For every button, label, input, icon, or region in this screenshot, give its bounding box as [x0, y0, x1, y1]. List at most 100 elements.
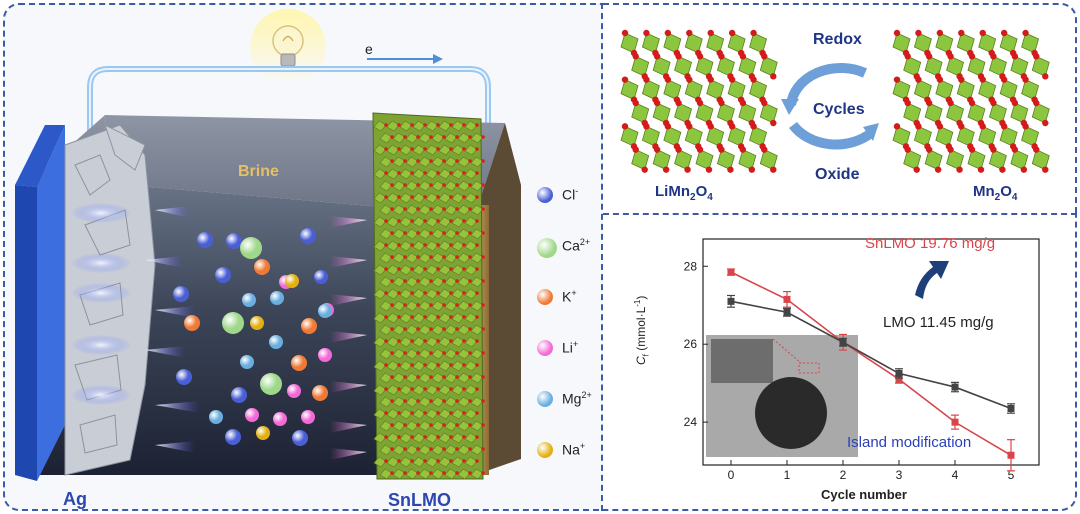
ion-k — [291, 355, 307, 371]
oxygen-atom — [455, 303, 459, 307]
ion-na — [285, 274, 299, 288]
octahedron — [749, 32, 768, 54]
lattice-octahedron — [431, 420, 445, 432]
oxygen-atom — [1020, 166, 1028, 173]
oxygen-atom — [990, 53, 997, 60]
oxygen-atom — [384, 459, 388, 463]
oxygen-atom — [934, 166, 942, 173]
octahedron — [956, 32, 975, 54]
lattice-octahedron — [457, 300, 471, 312]
lattice-octahedron — [451, 216, 465, 228]
oxygen-atom — [947, 53, 954, 60]
lattice-octahedron — [373, 432, 387, 444]
lattice-octahedron — [386, 432, 400, 444]
oxygen-atom — [403, 159, 407, 163]
oxygen-atom — [947, 99, 954, 107]
octahedron — [641, 32, 660, 54]
legend-label-k: K+ — [562, 288, 577, 305]
lattice-octahedron — [470, 252, 484, 264]
lattice-octahedron — [444, 444, 458, 456]
oxygen-atom — [468, 327, 472, 331]
oxygen-atom — [442, 471, 446, 475]
octahedron — [759, 102, 778, 124]
oxygen-atom — [1011, 146, 1019, 153]
oxygen-atom — [449, 195, 453, 199]
oxygen-atom — [403, 255, 407, 259]
octahedron — [1021, 125, 1040, 147]
oxygen-atom — [429, 159, 433, 163]
lattice-octahedron — [457, 348, 471, 360]
oxygen-atom — [728, 123, 736, 130]
oxygen-atom — [475, 171, 479, 175]
lattice-octahedron — [379, 324, 393, 336]
oxygen-atom — [455, 207, 459, 211]
lattice-octahedron — [392, 156, 406, 168]
ion-k — [312, 385, 328, 401]
data-point — [951, 418, 959, 426]
oxygen-atom — [475, 195, 479, 199]
oxygen-atom — [410, 195, 414, 199]
oxygen-atom — [449, 219, 453, 223]
lattice-octahedron — [431, 276, 445, 288]
lattice-octahedron — [386, 192, 400, 204]
oxygen-atom — [1033, 99, 1040, 107]
oxygen-atom — [621, 123, 629, 130]
ion-k — [254, 259, 270, 275]
ion-mg — [318, 304, 332, 318]
ion-mg — [270, 291, 284, 305]
lattice-octahedron — [386, 336, 400, 348]
oxygen-atom — [686, 123, 693, 130]
lattice-octahedron — [425, 216, 439, 228]
octahedron — [988, 149, 1007, 171]
lattice-octahedron — [444, 348, 458, 360]
oxygen-atom — [455, 375, 459, 379]
oxygen-atom — [481, 231, 485, 235]
lattice-octahedron — [399, 456, 413, 468]
lattice-octahedron — [373, 408, 387, 420]
octahedron — [935, 32, 954, 54]
brine-ions — [173, 228, 334, 446]
octahedron — [620, 79, 639, 101]
oxygen-atom — [475, 363, 479, 367]
lattice-octahedron — [392, 444, 406, 456]
oxygen-atom — [429, 471, 433, 475]
oxygen-atom — [390, 207, 394, 211]
oxygen-atom — [397, 291, 401, 295]
oxygen-atom — [662, 166, 670, 173]
lattice-octahedron — [425, 384, 439, 396]
oxygen-atom — [481, 351, 485, 355]
lattice-octahedron — [470, 324, 484, 336]
oxygen-atom — [696, 53, 704, 60]
octahedron — [988, 102, 1007, 124]
oxygen-atom — [390, 375, 394, 379]
oxygen-atom — [462, 123, 466, 127]
ion-cl — [197, 232, 213, 248]
oxygen-atom — [475, 243, 479, 247]
oxygen-atom — [632, 99, 639, 107]
lattice-octahedron — [425, 360, 439, 372]
ion-ca — [260, 373, 282, 395]
octahedron — [999, 79, 1018, 101]
lattice-octahedron — [392, 324, 406, 336]
oxygen-atom — [397, 267, 401, 271]
oxygen-atom — [429, 303, 433, 307]
oxygen-atom — [442, 375, 446, 379]
lattice-octahedron — [405, 420, 419, 432]
oxygen-atom — [442, 327, 446, 331]
octahedron — [695, 55, 714, 77]
oxygen-atom — [436, 243, 440, 247]
lattice-octahedron — [392, 180, 406, 192]
oxygen-atom — [675, 99, 682, 107]
lattice-octahedron — [373, 336, 387, 348]
lattice-octahedron — [418, 156, 432, 168]
oxygen-atom — [410, 315, 414, 319]
oxygen-atom — [410, 243, 414, 247]
lattice-octahedron — [431, 204, 445, 216]
oxygen-atom — [1011, 99, 1019, 107]
legend-dot-mg — [537, 391, 553, 407]
lattice-octahedron — [444, 180, 458, 192]
oxygen-atom — [423, 459, 427, 463]
oxygen-atom — [442, 183, 446, 187]
oxygen-atom — [462, 243, 466, 247]
lattice-octahedron — [392, 396, 406, 408]
